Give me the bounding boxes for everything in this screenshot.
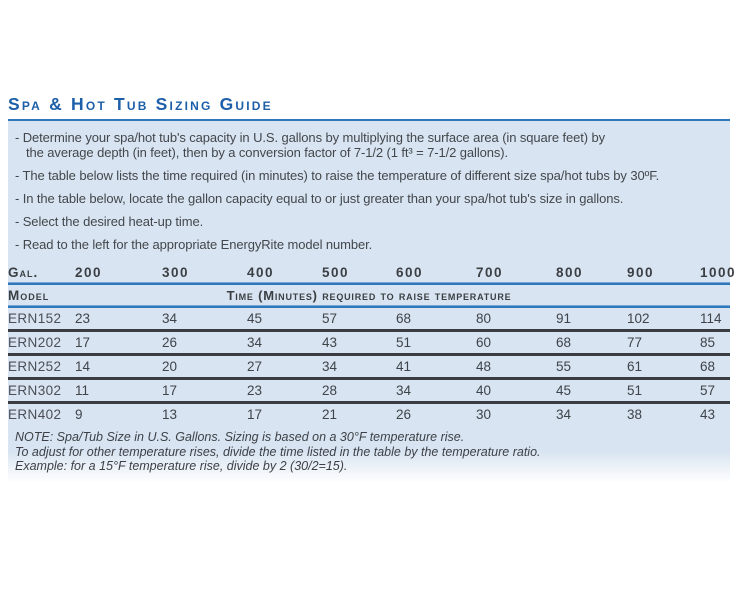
time-value: 43 xyxy=(322,335,338,350)
intro-bullet-line: - Read to the left for the appropriate E… xyxy=(15,237,373,252)
intro-bullet-line: the average depth (in feet), then by a c… xyxy=(26,145,509,160)
time-value: 30 xyxy=(476,407,492,422)
time-value: 51 xyxy=(627,383,643,398)
table-row: ERN302 11 17 23 28 34 40 45 51 57 xyxy=(8,380,730,401)
model-cell: ERN152 xyxy=(8,311,62,326)
time-value: 68 xyxy=(556,335,572,350)
model-cell: ERN202 xyxy=(8,335,62,350)
row-divider xyxy=(8,329,730,332)
time-value: 80 xyxy=(476,311,492,326)
time-value: 40 xyxy=(476,383,492,398)
intro-bullet-line: - Select the desired heat-up time. xyxy=(15,214,204,229)
time-value: 17 xyxy=(162,383,178,398)
time-value: 26 xyxy=(162,335,178,350)
model-column-label: Model xyxy=(8,287,50,303)
time-value: 68 xyxy=(700,359,716,374)
intro-bullet-line: - In the table below, locate the gallon … xyxy=(15,191,624,206)
row-divider xyxy=(8,353,730,356)
time-value: 14 xyxy=(75,359,91,374)
table-row: ERN252 14 20 27 34 41 48 55 61 68 xyxy=(8,356,730,377)
footnote-line: Example: for a 15°F temperature rise, di… xyxy=(15,459,348,473)
capacity-header: 600 xyxy=(396,265,424,280)
model-cell: ERN402 xyxy=(8,407,62,422)
time-value: 28 xyxy=(322,383,338,398)
time-value: 27 xyxy=(247,359,263,374)
time-value: 41 xyxy=(396,359,412,374)
gal-column-label: Gal. xyxy=(8,265,39,280)
content-panel: - Determine your spa/hot tub's capacity … xyxy=(8,121,735,483)
intro-bullet-line: - Determine your spa/hot tub's capacity … xyxy=(15,130,606,145)
sizing-table: Gal. 200 300 400 500 600 700 800 900 100… xyxy=(8,263,735,425)
time-value: 26 xyxy=(396,407,412,422)
time-value: 61 xyxy=(627,359,643,374)
time-value: 17 xyxy=(75,335,91,350)
capacity-header: 900 xyxy=(627,265,655,280)
time-value: 91 xyxy=(556,311,572,326)
time-value: 13 xyxy=(162,407,178,422)
footnote-line: To adjust for other temperature rises, d… xyxy=(15,444,541,459)
time-value: 20 xyxy=(162,359,178,374)
page-title: Spa & Hot Tub Sizing Guide xyxy=(8,94,273,114)
time-value: 85 xyxy=(700,335,716,350)
row-divider xyxy=(8,401,730,404)
model-cell: ERN302 xyxy=(8,383,62,398)
blue-divider xyxy=(8,305,730,308)
capacity-header: 300 xyxy=(162,265,190,280)
time-value: 17 xyxy=(247,407,263,422)
footnote: NOTE: Spa/Tub Size in U.S. Gallons. Sizi… xyxy=(8,430,730,474)
time-value: 34 xyxy=(556,407,572,422)
blue-divider xyxy=(8,282,730,285)
capacity-header: 400 xyxy=(247,265,275,280)
time-value: 34 xyxy=(322,359,338,374)
time-value: 21 xyxy=(322,407,338,422)
time-value: 68 xyxy=(396,311,412,326)
footnote-line: NOTE: Spa/Tub Size in U.S. Gallons. Sizi… xyxy=(15,430,465,444)
time-value: 48 xyxy=(476,359,492,374)
time-value: 102 xyxy=(627,311,650,326)
intro-bullet-line: - The table below lists the time require… xyxy=(15,168,660,183)
time-value: 34 xyxy=(162,311,178,326)
time-value: 60 xyxy=(476,335,492,350)
time-value: 55 xyxy=(556,359,572,374)
title-underline xyxy=(8,119,730,121)
time-value: 77 xyxy=(627,335,643,350)
time-value: 45 xyxy=(247,311,263,326)
time-value: 45 xyxy=(556,383,572,398)
gallons-header-row: Gal. 200 300 400 500 600 700 800 900 100… xyxy=(8,263,735,282)
time-value: 9 xyxy=(75,407,83,422)
time-value: 23 xyxy=(247,383,263,398)
time-value: 34 xyxy=(247,335,263,350)
intro-bullet-list: - Determine your spa/hot tub's capacity … xyxy=(8,121,730,252)
time-value: 34 xyxy=(396,383,412,398)
time-value: 11 xyxy=(75,383,90,398)
time-value: 38 xyxy=(627,407,643,422)
capacity-header: 800 xyxy=(556,265,584,280)
row-divider xyxy=(8,377,730,380)
time-value: 51 xyxy=(396,335,412,350)
time-value: 114 xyxy=(700,311,722,326)
time-value: 43 xyxy=(700,407,716,422)
capacity-header: 700 xyxy=(476,265,504,280)
time-value: 23 xyxy=(75,311,91,326)
capacity-header: 500 xyxy=(322,265,350,280)
table-row: ERN152 23 34 45 57 68 80 91 102 114 xyxy=(8,308,730,329)
table-row: ERN402 9 13 17 21 26 30 34 38 43 xyxy=(8,404,730,425)
time-value: 57 xyxy=(322,311,338,326)
table-row: ERN202 17 26 34 43 51 60 68 77 85 xyxy=(8,332,730,353)
time-value: 57 xyxy=(700,383,716,398)
model-header-row: Model Time (Minutes) required to raise t… xyxy=(8,285,730,305)
time-required-label: Time (Minutes) required to raise tempera… xyxy=(226,287,512,303)
capacity-header: 1000 xyxy=(700,265,737,280)
model-cell: ERN252 xyxy=(8,359,62,374)
capacity-header: 200 xyxy=(75,265,103,280)
